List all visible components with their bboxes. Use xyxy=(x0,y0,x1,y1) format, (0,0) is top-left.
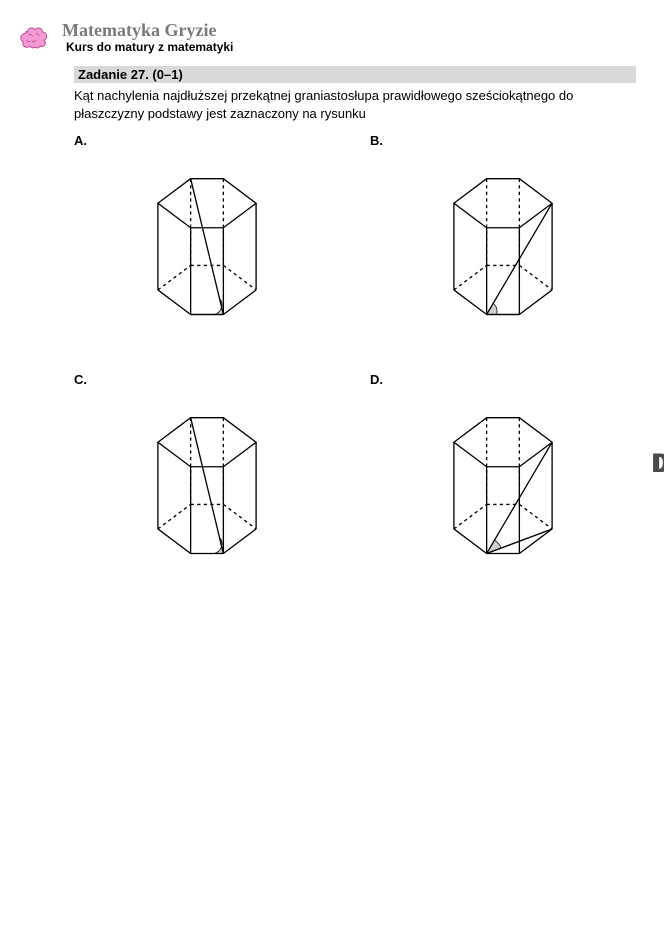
prism-figure-d xyxy=(413,391,593,581)
answer-annotation: D xyxy=(652,450,664,481)
prism-figure-b xyxy=(413,152,593,342)
option-d-label: D. xyxy=(370,372,636,387)
page-header: Matematyka Gryzie Kurs do matury z matem… xyxy=(18,20,646,54)
sub-title: Kurs do matury z matematyki xyxy=(66,41,233,55)
prism-figure-a xyxy=(117,152,297,342)
options-grid: A. B. C. D. D xyxy=(74,133,636,581)
option-c-label: C. xyxy=(74,372,340,387)
option-b: B. xyxy=(370,133,636,342)
task-number-bar: Zadanie 27. (0–1) xyxy=(74,66,636,83)
site-title: Matematyka Gryzie xyxy=(62,20,233,41)
option-a-label: A. xyxy=(74,133,340,148)
option-c: C. xyxy=(74,372,340,581)
task-question: Kąt nachylenia najdłuższej przekątnej gr… xyxy=(74,87,636,122)
option-d: D. D xyxy=(370,372,636,581)
brain-icon xyxy=(18,22,52,52)
option-b-label: B. xyxy=(370,133,636,148)
prism-figure-c xyxy=(117,391,297,581)
option-a: A. xyxy=(74,133,340,342)
